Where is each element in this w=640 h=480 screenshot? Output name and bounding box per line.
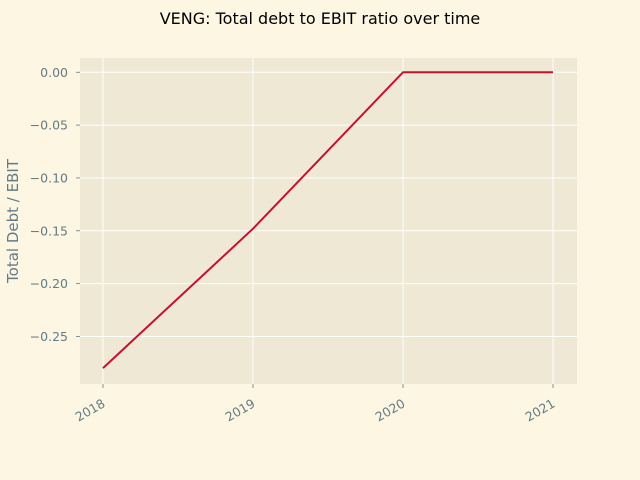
grid (80, 58, 577, 384)
plot-area (80, 58, 577, 384)
series-layer (102, 71, 553, 369)
y-axis-ticks: 0.00 −0.05 −0.10 −0.15 −0.20 −0.25 (30, 65, 80, 344)
y-tick-label: −0.20 (30, 276, 68, 291)
y-tick-label: −0.25 (30, 329, 68, 344)
chart-title: VENG: Total debt to EBIT ratio over time (160, 9, 481, 28)
y-tick-label: 0.00 (40, 65, 68, 80)
y-tick-label: −0.15 (30, 223, 68, 238)
y-axis-label: Total Debt / EBIT (4, 158, 22, 284)
series-line (102, 71, 553, 369)
y-tick-label: −0.05 (30, 118, 68, 133)
y-tick-label: −0.10 (30, 170, 68, 185)
